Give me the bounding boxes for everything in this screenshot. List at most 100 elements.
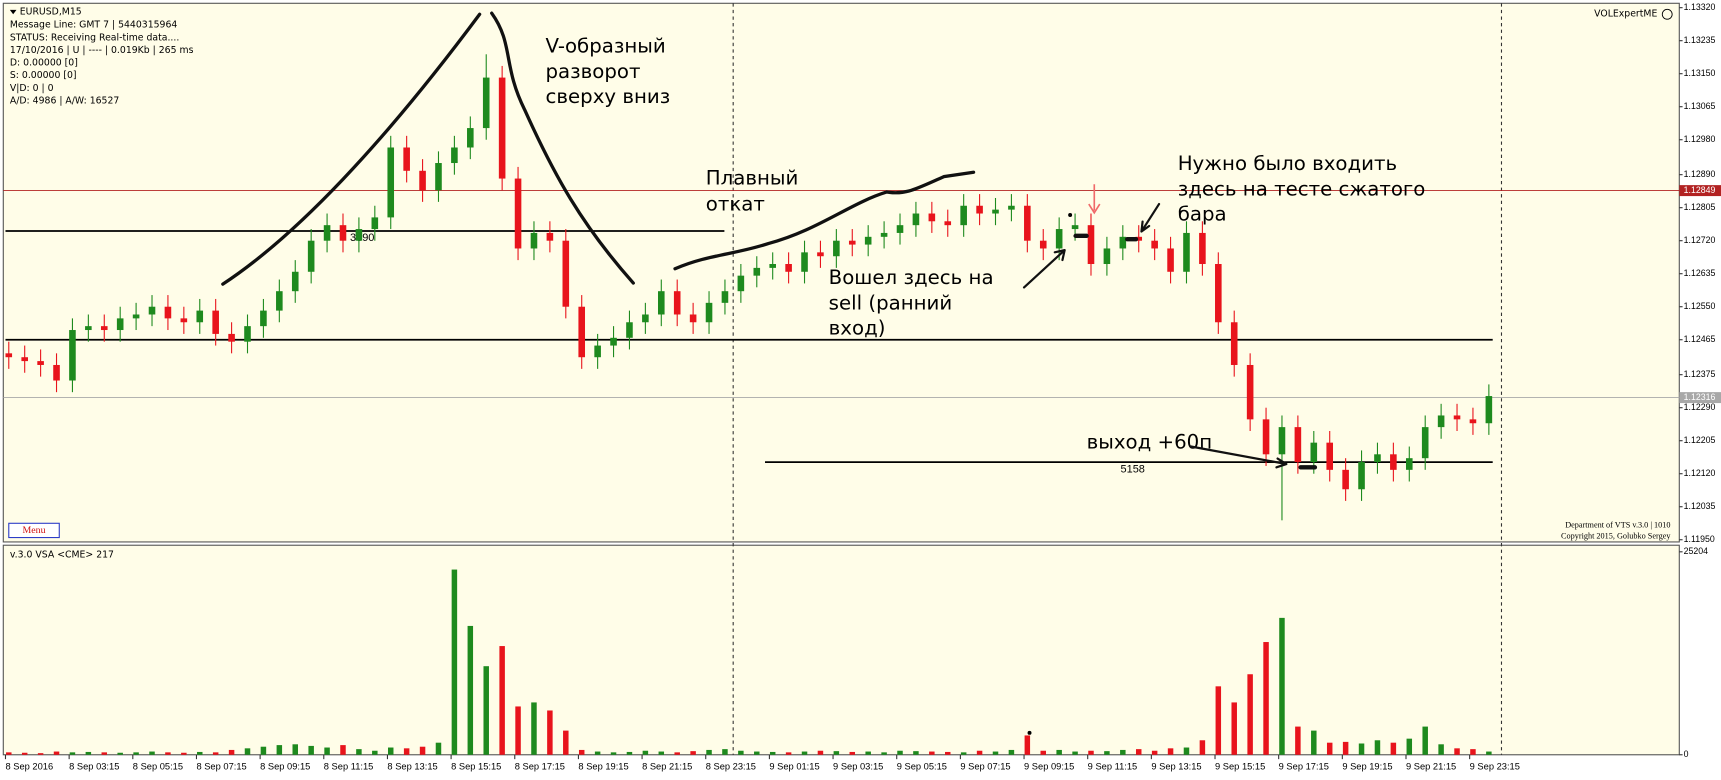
volume-bar — [992, 751, 999, 755]
volume-pane — [2, 544, 1680, 756]
x-tick-label: 9 Sep 07:15 — [960, 761, 1010, 771]
candle-body — [371, 217, 379, 230]
volume-bar — [53, 751, 60, 755]
candle-body — [801, 252, 808, 272]
candle-body — [848, 240, 856, 245]
y-tick-label: 1.13235 — [1684, 35, 1716, 45]
volume-bar — [658, 751, 665, 755]
volume-bar — [1311, 730, 1317, 755]
x-tick-label: 8 Sep 13:15 — [387, 761, 437, 771]
candle-body — [769, 264, 776, 268]
x-tick-label: 8 Sep 19:15 — [578, 761, 628, 771]
volume-bar — [324, 747, 330, 755]
candle-body — [880, 232, 888, 237]
x-tick-label: 8 Sep 15:15 — [451, 761, 501, 771]
candle-body — [737, 275, 745, 292]
volume-bar — [642, 750, 649, 755]
menu-label[interactable]: Menu — [23, 525, 46, 536]
volume-bar — [706, 749, 712, 755]
annotation: Нужно было входить — [1178, 152, 1397, 175]
volume-bar — [849, 751, 856, 755]
annotation: здесь на тесте сжатого — [1178, 177, 1426, 200]
annotation: Плавный — [706, 166, 799, 189]
candle-body — [896, 225, 904, 233]
volume-bar — [308, 745, 314, 755]
volume-bar — [1438, 744, 1444, 755]
y-tick-label: 1.12720 — [1684, 235, 1716, 245]
candle-body — [578, 306, 586, 358]
x-tick-label: 8 Sep 17:15 — [515, 761, 565, 771]
candle-body — [1262, 419, 1270, 455]
menu-button[interactable] — [8, 522, 60, 539]
x-tick-label: 9 Sep 23:15 — [1470, 761, 1520, 771]
x-tick-label: 9 Sep 15:15 — [1215, 761, 1265, 771]
candle-body — [1421, 427, 1429, 459]
candle-body — [1024, 205, 1031, 241]
volume-bar — [547, 710, 553, 755]
volume-bar — [435, 742, 442, 755]
volume-bar — [1374, 740, 1381, 755]
candle-body — [482, 77, 490, 129]
x-tick-label: 8 Sep 23:15 — [706, 761, 756, 771]
volume-bar — [403, 748, 410, 755]
y-tick-label: 1.11950 — [1684, 534, 1715, 544]
annotation: sell (ранний — [829, 291, 953, 314]
drawn-curve — [490, 11, 635, 285]
x-tick-label: 9 Sep 19:15 — [1342, 761, 1392, 771]
candle-body — [180, 318, 188, 323]
status-line: STATUS: Receiving Real-time data.... — [10, 32, 179, 43]
y-tick-label: 1.12805 — [1684, 202, 1716, 212]
candle-body — [1087, 225, 1095, 265]
price-tag — [1679, 392, 1721, 404]
volume-bar — [833, 751, 840, 755]
candle-body — [21, 357, 28, 362]
volume-bar — [1040, 750, 1046, 755]
volume-bar — [1120, 749, 1126, 755]
x-tick-label: 8 Sep 09:15 — [260, 761, 310, 771]
candle-body — [1342, 469, 1349, 490]
level-label: 5158 — [1120, 463, 1144, 475]
y-tick-label: 1.12550 — [1684, 301, 1716, 311]
x-tick-label: 8 Sep 2016 — [5, 761, 53, 771]
annotation: выход +60п — [1087, 431, 1213, 454]
volume-bar — [1342, 741, 1349, 755]
candle-body — [610, 337, 617, 346]
candle-body — [1103, 248, 1111, 265]
volume-bar — [801, 751, 808, 755]
volume-bar — [1167, 748, 1174, 755]
volume-bar — [1088, 750, 1094, 755]
arrow — [1140, 202, 1161, 233]
volume-bar — [1072, 751, 1078, 755]
volume-bar — [165, 752, 171, 755]
candle-body — [228, 333, 235, 342]
marker — [1073, 233, 1318, 470]
volume-bar — [881, 752, 887, 755]
volume-bar — [1135, 749, 1142, 755]
price-tag-label: 1.12849 — [1684, 185, 1716, 195]
candle-body — [100, 326, 108, 331]
volume-bar — [897, 750, 903, 755]
candle-body — [53, 364, 60, 381]
y-tick-label: 1.12635 — [1684, 268, 1716, 278]
volume-bar — [722, 749, 728, 755]
candle-body — [864, 236, 872, 245]
volume-bar — [228, 749, 235, 755]
x-tick-label: 9 Sep 09:15 — [1024, 761, 1074, 771]
candle-body — [514, 178, 522, 249]
y-tick-label: 1.13065 — [1684, 101, 1716, 111]
indicator-title: v.3.0 VSA <CME> 217 — [10, 550, 114, 561]
volume-bar — [578, 749, 585, 755]
candle-body — [1294, 427, 1302, 463]
candle-body — [291, 271, 299, 292]
candle-body — [1215, 264, 1222, 323]
candle-body — [1390, 454, 1397, 470]
y-tick-label: 1.13150 — [1684, 68, 1716, 78]
candle-body — [196, 310, 204, 323]
candle-body — [689, 314, 697, 323]
candle-body — [1183, 232, 1190, 272]
volume-bar — [292, 744, 298, 755]
candle-body — [705, 302, 713, 323]
candle-body — [530, 232, 538, 249]
volume-bar — [197, 751, 203, 755]
